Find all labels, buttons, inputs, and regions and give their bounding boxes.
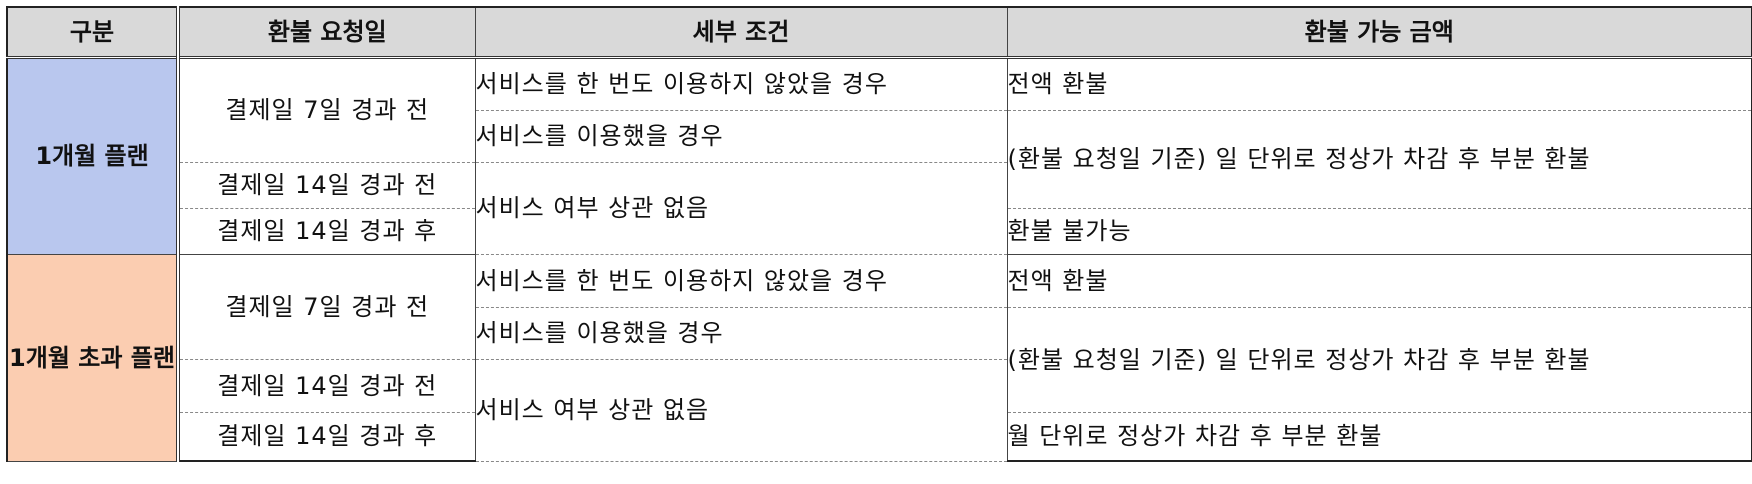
request-date-cell: 결제일 7일 경과 전 (177, 254, 476, 360)
table-row: 결제일 14일 경과 전 서비스 여부 상관 없음 (7, 359, 1752, 462)
header-category: 구분 (6, 6, 180, 59)
table-row: 결제일 14일 경과 후 환불 불가능 (7, 208, 1752, 255)
table-row: 결제일 14일 경과 후 월 단위로 정상가 차감 후 부분 환불 (7, 412, 1752, 462)
amount-cell: 환불 불가능 (1006, 208, 1752, 255)
table-row: 1개월 플랜 결제일 7일 경과 전 서비스를 한 번도 이용하지 않았을 경우… (6, 57, 1752, 255)
request-date-cell: 결제일 14일 경과 전 (177, 162, 476, 209)
request-date-cell: 결제일 7일 경과 전 (177, 57, 476, 163)
condition-cell: 서비스를 이용했을 경우 (474, 307, 1008, 360)
amount-cell: 전액 환불 (1006, 57, 1752, 111)
refund-policy-table: 구분 환불 요청일 세부 조건 환불 가능 금액 1개월 플랜 결제일 7일 경… (6, 6, 1752, 462)
amount-cell: 월 단위로 정상가 차감 후 부분 환불 (1006, 412, 1752, 462)
amount-cell: (환불 요청일 기준) 일 단위로 정상가 차감 후 부분 환불 (1006, 110, 1752, 209)
condition-cell: 서비스를 한 번도 이용하지 않았을 경우 (474, 254, 1008, 308)
table-row: 1개월 초과 플랜 결제일 7일 경과 전 서비스를 한 번도 이용하지 않았을… (6, 254, 1752, 462)
table-row: 서비스를 이용했을 경우 (환불 요청일 기준) 일 단위로 정상가 차감 후 … (7, 110, 1752, 209)
request-date-cell: 결제일 14일 경과 전 (177, 359, 476, 413)
header-request-date: 환불 요청일 (177, 6, 476, 59)
condition-cell: 서비스 여부 상관 없음 (474, 359, 1008, 462)
header-amount: 환불 가능 금액 (1006, 6, 1752, 59)
plan-category-over-1-month: 1개월 초과 플랜 (6, 254, 180, 462)
header-condition: 세부 조건 (474, 6, 1008, 59)
amount-cell: (환불 요청일 기준) 일 단위로 정상가 차감 후 부분 환불 (1006, 307, 1752, 413)
condition-cell: 서비스 여부 상관 없음 (474, 162, 1008, 255)
plan-category-1-month: 1개월 플랜 (6, 57, 180, 255)
condition-cell: 서비스를 이용했을 경우 (474, 110, 1008, 163)
refund-policy-table-wrapper: 구분 환불 요청일 세부 조건 환불 가능 금액 1개월 플랜 결제일 7일 경… (6, 6, 1752, 462)
condition-cell: 서비스를 한 번도 이용하지 않았을 경우 (474, 57, 1008, 111)
request-date-cell: 결제일 14일 경과 후 (177, 208, 476, 255)
request-date-cell: 결제일 14일 경과 후 (177, 412, 476, 462)
table-row: 서비스를 이용했을 경우 (환불 요청일 기준) 일 단위로 정상가 차감 후 … (7, 307, 1752, 413)
amount-cell: 전액 환불 (1006, 254, 1752, 308)
table-header-row: 구분 환불 요청일 세부 조건 환불 가능 금액 (6, 6, 1752, 59)
